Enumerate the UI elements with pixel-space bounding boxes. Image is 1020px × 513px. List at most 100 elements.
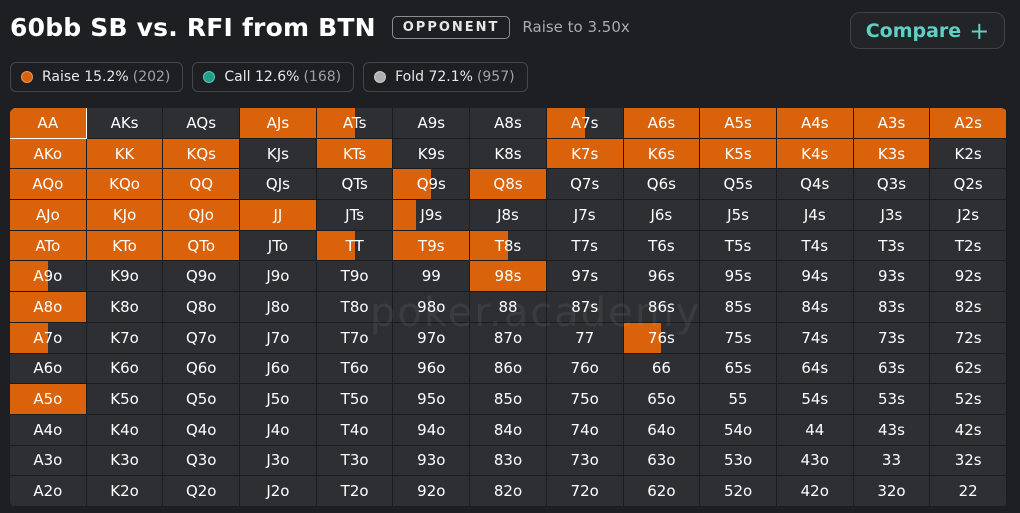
hand-cell[interactable]: QQ — [163, 169, 241, 201]
hand-cell[interactable]: T9o — [316, 261, 394, 293]
hand-cell[interactable]: ATs — [316, 108, 394, 139]
hand-cell[interactable]: QTs — [316, 169, 394, 201]
hand-cell[interactable]: A7s — [546, 108, 624, 139]
hand-cell[interactable]: T2o — [316, 476, 394, 507]
hand-cell[interactable]: T3o — [316, 445, 394, 477]
hand-cell[interactable]: ATo — [10, 230, 87, 262]
hand-cell[interactable]: 86s — [623, 292, 701, 323]
hand-cell[interactable]: 52o — [700, 476, 777, 507]
hand-cell[interactable]: 93s — [853, 261, 931, 293]
hand-cell[interactable]: Q7s — [546, 169, 624, 201]
hand-cell[interactable]: J7o — [240, 322, 317, 354]
hand-cell[interactable]: T4s — [776, 230, 854, 262]
hand-cell[interactable]: A6s — [623, 108, 701, 139]
hand-cell[interactable]: 76o — [546, 353, 624, 385]
hand-cell[interactable]: JTs — [316, 200, 394, 231]
hand-cell[interactable]: 22 — [930, 476, 1007, 507]
hand-cell[interactable]: K8o — [86, 292, 164, 323]
hand-cell[interactable]: Q2o — [163, 476, 241, 507]
hand-cell[interactable]: T4o — [316, 414, 394, 446]
hand-cell[interactable]: 73o — [546, 445, 624, 477]
hand-cell[interactable]: J9s — [393, 200, 471, 231]
hand-cell[interactable]: Q9o — [163, 261, 241, 293]
hand-cell[interactable]: 74o — [546, 414, 624, 446]
hand-cell[interactable]: 62s — [930, 353, 1007, 385]
hand-cell[interactable]: 54s — [776, 384, 854, 415]
hand-cell[interactable]: 94o — [393, 414, 471, 446]
hand-cell[interactable]: 87s — [546, 292, 624, 323]
hand-cell[interactable]: 85s — [700, 292, 777, 323]
hand-cell[interactable]: 87o — [470, 322, 547, 354]
hand-cell[interactable]: TT — [316, 230, 394, 262]
hand-cell[interactable]: 33 — [853, 445, 931, 477]
hand-cell[interactable]: T8s — [470, 230, 547, 262]
hand-cell[interactable]: T6o — [316, 353, 394, 385]
hand-cell[interactable]: AJo — [10, 200, 87, 231]
hand-cell[interactable]: T5s — [700, 230, 777, 262]
hand-cell[interactable]: 43o — [776, 445, 854, 477]
hand-cell[interactable]: 55 — [700, 384, 777, 415]
hand-cell[interactable]: AA — [10, 108, 87, 139]
hand-cell[interactable]: T9s — [393, 230, 471, 262]
hand-cell[interactable]: 53s — [853, 384, 931, 415]
hand-cell[interactable]: K8s — [470, 138, 547, 170]
hand-cell[interactable]: J6o — [240, 353, 317, 385]
hand-cell[interactable]: Q3s — [853, 169, 931, 201]
hand-cell[interactable]: Q8s — [470, 169, 547, 201]
hand-cell[interactable]: KQo — [86, 169, 164, 201]
hand-cell[interactable]: AKs — [86, 108, 164, 139]
hand-cell[interactable]: Q5s — [700, 169, 777, 201]
hand-cell[interactable]: Q4s — [776, 169, 854, 201]
hand-cell[interactable]: K9s — [393, 138, 471, 170]
hand-cell[interactable]: J8s — [470, 200, 547, 231]
hand-cell[interactable]: 82o — [470, 476, 547, 507]
compare-button[interactable]: Compare + — [850, 12, 1005, 49]
hand-cell[interactable]: 65s — [700, 353, 777, 385]
hand-cell[interactable]: Q3o — [163, 445, 241, 477]
hand-cell[interactable]: QJs — [240, 169, 317, 201]
hand-cell[interactable]: JJ — [240, 200, 317, 231]
hand-cell[interactable]: J3s — [853, 200, 931, 231]
hand-cell[interactable]: J2s — [930, 200, 1007, 231]
hand-cell[interactable]: A3s — [853, 108, 931, 139]
hand-cell[interactable]: AQo — [10, 169, 87, 201]
hand-cell[interactable]: A8o — [10, 292, 87, 323]
hand-cell[interactable]: T5o — [316, 384, 394, 415]
hand-cell[interactable]: 86o — [470, 353, 547, 385]
hand-cell[interactable]: 92o — [393, 476, 471, 507]
hand-cell[interactable]: K9o — [86, 261, 164, 293]
hand-cell[interactable]: J5o — [240, 384, 317, 415]
hand-cell[interactable]: Q9s — [393, 169, 471, 201]
hand-cell[interactable]: 42o — [776, 476, 854, 507]
hand-cell[interactable]: KQs — [163, 138, 241, 170]
hand-cell[interactable]: T2s — [930, 230, 1007, 262]
hand-cell[interactable]: 73s — [853, 322, 931, 354]
hand-cell[interactable]: 32o — [853, 476, 931, 507]
hand-cell[interactable]: 88 — [470, 292, 547, 323]
hand-cell[interactable]: 97s — [546, 261, 624, 293]
hand-cell[interactable]: KTo — [86, 230, 164, 262]
hand-cell[interactable]: 65o — [623, 384, 701, 415]
hand-cell[interactable]: J5s — [700, 200, 777, 231]
opponent-badge[interactable]: OPPONENT — [391, 15, 511, 39]
hand-cell[interactable]: 32s — [930, 445, 1007, 477]
hand-cell[interactable]: 54o — [700, 414, 777, 446]
hand-cell[interactable]: 63s — [853, 353, 931, 385]
hand-cell[interactable]: J6s — [623, 200, 701, 231]
hand-cell[interactable]: 75o — [546, 384, 624, 415]
hand-cell[interactable]: QJo — [163, 200, 241, 231]
hand-cell[interactable]: Q4o — [163, 414, 241, 446]
hand-cell[interactable]: K4o — [86, 414, 164, 446]
hand-cell[interactable]: T7o — [316, 322, 394, 354]
hand-cell[interactable]: J4o — [240, 414, 317, 446]
hand-cell[interactable]: A9o — [10, 261, 87, 293]
hand-cell[interactable]: J3o — [240, 445, 317, 477]
hand-cell[interactable]: K2o — [86, 476, 164, 507]
hand-cell[interactable]: K4s — [776, 138, 854, 170]
hand-cell[interactable]: Q8o — [163, 292, 241, 323]
hand-cell[interactable]: 42s — [930, 414, 1007, 446]
hand-cell[interactable]: 74s — [776, 322, 854, 354]
hand-cell[interactable]: Q5o — [163, 384, 241, 415]
hand-cell[interactable]: AQs — [163, 108, 241, 139]
legend-raise[interactable]: Raise 15.2% (202) — [10, 62, 184, 92]
